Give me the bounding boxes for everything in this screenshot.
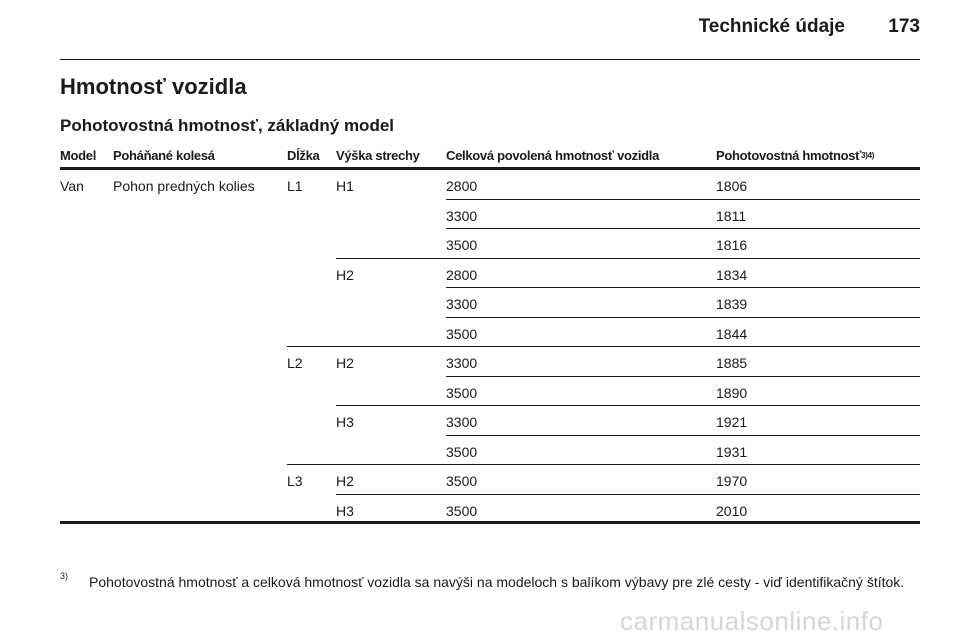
cell-total-weight: 3300 [446,296,478,312]
row-divider [336,257,920,259]
table-bottom-rule [60,521,920,524]
cell-curb-weight: 1885 [716,355,748,371]
header-divider [60,59,920,60]
cell-total-weight: 3500 [446,502,478,519]
row-divider [446,228,920,229]
column-header-model: Model [60,148,97,163]
cell-total-weight: 3300 [446,355,478,371]
row-divider [287,346,920,347]
cell-roof-height: H2 [336,266,354,283]
table-header-rule [60,167,920,170]
section-title: Hmotnosť vozidla [60,74,247,99]
cell-roof-height: H2 [336,473,354,489]
cell-length: L1 [287,178,303,194]
cell-curb-weight: 1816 [716,237,748,253]
cell-curb-weight: 1806 [716,178,748,194]
cell-roof-height: H2 [336,355,354,371]
column-header-driven-wheels: Poháňané kolesá [113,148,215,163]
row-divider [446,198,920,200]
cell-total-weight: 3500 [446,237,478,253]
cell-curb-weight: 1834 [716,266,748,283]
column-header-length: Dĺžka [287,148,320,163]
column-header-curb-weight-label: Pohotovostná hmotnosť [716,148,862,163]
page-number: 173 [888,16,920,37]
cell-total-weight: 3500 [446,384,478,401]
cell-total-weight: 3500 [446,325,478,342]
cell-length: L2 [287,355,303,371]
page-header-title: Technické údaje [698,16,845,37]
cell-curb-weight: 1890 [716,384,748,401]
column-header-roof-height: Výška strechy [336,148,420,163]
cell-roof-height: H3 [336,414,354,430]
cell-roof-height: H1 [336,178,354,194]
cell-total-weight: 3500 [446,473,478,489]
cell-curb-weight: 2010 [716,502,748,519]
cell-total-weight: 2800 [446,266,478,283]
subsection-title: Pohotovostná hmotnosť, základný model [60,116,395,135]
cell-total-weight: 3300 [446,207,478,224]
row-divider [446,434,920,436]
cell-driven-wheels: Pohon predných kolies [113,178,255,194]
cell-total-weight: 2800 [446,178,478,194]
cell-curb-weight: 1931 [716,443,748,460]
cell-total-weight: 3300 [446,414,478,430]
row-divider [287,464,920,465]
column-header-total-weight: Celková povolená hmotnosť vozidla [446,148,660,163]
cell-curb-weight: 1839 [716,296,748,312]
row-divider [446,287,920,288]
row-divider [336,405,920,406]
cell-length: L3 [287,473,303,489]
watermark: carmanualsonline.info [620,606,884,636]
column-header-curb-weight: Pohotovostná hmotnosť3)4) [716,148,874,163]
footnote-text: Pohotovostná hmotnosť a celková hmotnosť… [89,574,905,590]
row-divider [446,316,920,318]
cell-roof-height: H3 [336,502,354,519]
row-divider [336,493,920,495]
cell-curb-weight: 1970 [716,473,748,489]
cell-total-weight: 3500 [446,443,478,460]
cell-curb-weight: 1921 [716,414,748,430]
footnote-marker: 3) [60,571,69,581]
footnote-reference: 3)4) [861,151,875,160]
row-divider [446,375,920,377]
cell-model: Van [60,178,84,194]
cell-curb-weight: 1811 [716,207,747,224]
cell-curb-weight: 1844 [716,325,748,342]
